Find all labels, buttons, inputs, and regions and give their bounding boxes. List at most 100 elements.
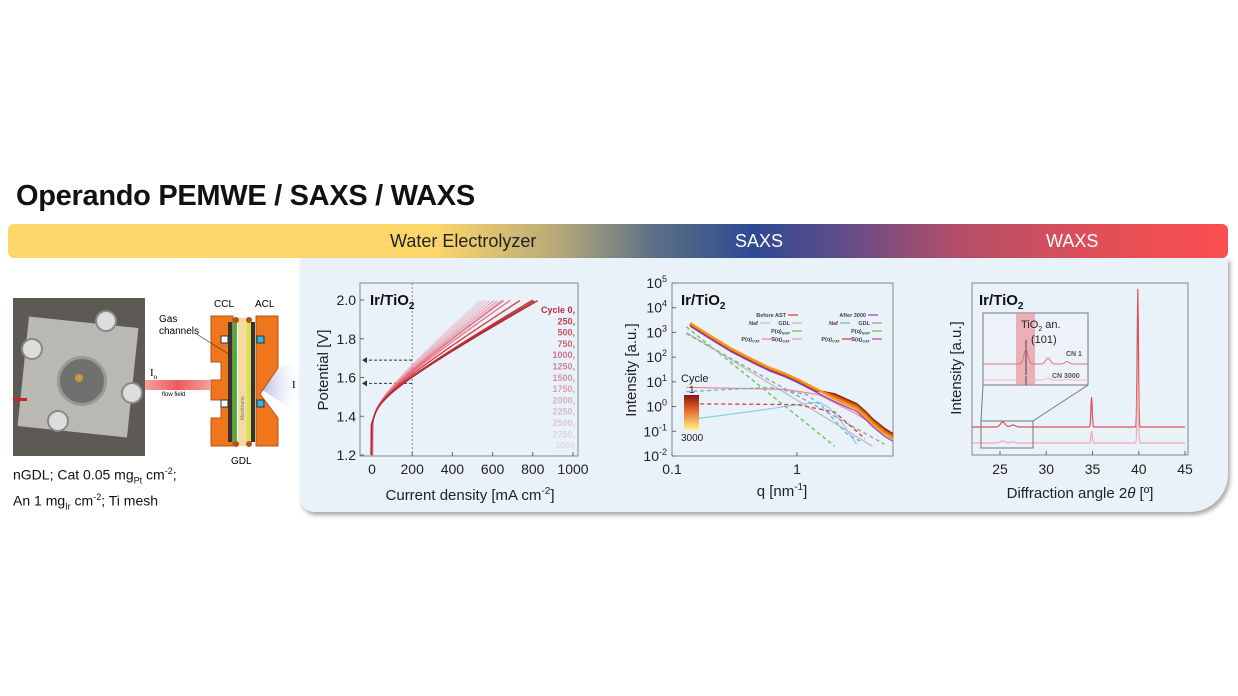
technique-banner: Water Electrolyzer SAXS WAXS bbox=[8, 224, 1228, 258]
anode-gdl bbox=[251, 322, 255, 442]
y-tick-label: 105 bbox=[646, 274, 667, 291]
legend-text: P(q) bbox=[771, 329, 782, 335]
legend-entry: 1750, bbox=[552, 384, 575, 394]
y-tick-label: 10-2 bbox=[643, 447, 667, 464]
legend-sub: SUP bbox=[782, 331, 791, 336]
x-tick-label: 0.1 bbox=[662, 461, 682, 477]
incident-beam-label-text: I bbox=[150, 367, 154, 379]
legend-entry: P(q)SUP bbox=[851, 329, 870, 336]
legend-entry: 1250, bbox=[552, 362, 575, 372]
polarization-curve bbox=[370, 300, 535, 456]
cathode-catalyst bbox=[233, 322, 237, 442]
arrow-head bbox=[362, 380, 367, 387]
y-tick-base: 10 bbox=[646, 399, 662, 415]
legend-text: GDL bbox=[778, 321, 790, 327]
legend-entry: 250, bbox=[557, 316, 575, 326]
legend-entry: 2000, bbox=[552, 395, 575, 405]
electrolyzer-cell-photo bbox=[13, 298, 145, 456]
chart-title: Ir/TiO2 bbox=[681, 292, 726, 312]
y-tick-exp: 1 bbox=[662, 373, 667, 383]
caption-text: nGDL; Cat 0.05 mg bbox=[13, 466, 134, 483]
xray-beam bbox=[145, 380, 210, 390]
polarization-curve bbox=[372, 300, 481, 456]
x-tick-label: 0 bbox=[368, 461, 376, 477]
y-tick-label: 102 bbox=[646, 348, 667, 365]
anode-flow-plate bbox=[255, 315, 279, 447]
legend-entry: P(q)SUP bbox=[771, 329, 790, 336]
gas-channels-label: Gas bbox=[159, 314, 177, 325]
legend-sub: SUP bbox=[862, 331, 871, 336]
y-tick-base: 10 bbox=[646, 275, 662, 291]
colorbar bbox=[684, 395, 699, 430]
legend-entry: 2750, bbox=[552, 429, 575, 439]
saxs-curve bbox=[689, 322, 893, 440]
legend-text: Before AST bbox=[756, 313, 786, 319]
polarization-curve bbox=[370, 299, 534, 456]
gas-channel bbox=[220, 335, 229, 344]
seal bbox=[246, 441, 252, 447]
x-tick-label: 200 bbox=[401, 461, 425, 477]
legend-text: Naf bbox=[829, 321, 838, 327]
leader-line bbox=[194, 332, 231, 356]
y-tick-exp: 4 bbox=[662, 299, 667, 309]
inset-label-end: an. bbox=[1042, 319, 1060, 331]
legend-entry: P(q)CAT bbox=[741, 337, 760, 344]
x-tick-label: 600 bbox=[481, 461, 505, 477]
legend-entry: S(q)CAT bbox=[771, 337, 790, 344]
legend-entry: P(q)CAT bbox=[821, 337, 840, 344]
x-axis-label-text: Diffraction angle 2 bbox=[1007, 485, 1128, 502]
y-tick-label: 101 bbox=[646, 373, 667, 390]
cathode-gdl bbox=[228, 322, 232, 442]
colorbar-min: 1 bbox=[689, 385, 695, 396]
ccl-label: CCL bbox=[214, 299, 234, 310]
legend-entry: 2500, bbox=[552, 418, 575, 428]
cell-caption: nGDL; Cat 0.05 mgPt cm-2; An 1 mgIr cm-2… bbox=[13, 463, 177, 516]
y-tick-label: 10-1 bbox=[643, 422, 667, 439]
polarization-curve bbox=[371, 299, 503, 456]
cell-schematic: Io flow field I Membrane CCL ACL Gas cha… bbox=[145, 299, 300, 467]
legend-entry: 750, bbox=[557, 339, 575, 349]
y-axis-label: Intensity [a.u.] bbox=[948, 321, 965, 414]
y-tick-exp: -1 bbox=[659, 422, 667, 432]
gas-channel bbox=[256, 399, 265, 408]
y-tick-base: 10 bbox=[646, 374, 662, 390]
caption-sub: Pt bbox=[133, 475, 143, 486]
x-axis-label-end: [º] bbox=[1135, 485, 1153, 502]
banner-saxs: SAXS bbox=[735, 231, 784, 251]
legend-text: P(q) bbox=[851, 329, 862, 335]
plot-frame bbox=[671, 282, 894, 457]
gas-channels-label-2: channels bbox=[159, 326, 199, 337]
inset-pattern-cn1 bbox=[983, 348, 1088, 365]
seal bbox=[233, 441, 239, 447]
y-tick-label: 103 bbox=[646, 323, 667, 340]
y-tick-label: 104 bbox=[646, 299, 667, 316]
y-tick-base: 10 bbox=[643, 448, 659, 464]
x-axis-label-end: ] bbox=[803, 483, 807, 500]
legend-text: S(q) bbox=[851, 337, 862, 343]
incident-beam-label: Io bbox=[150, 367, 158, 381]
x-axis-label: Current density [mA cm-2] bbox=[386, 486, 555, 504]
banner-waxs: WAXS bbox=[1046, 231, 1099, 251]
x-axis-label-text: Current density [mA cm bbox=[386, 487, 542, 504]
legend-entry: 1500, bbox=[552, 373, 575, 383]
y-tick-label: 1.8 bbox=[337, 331, 357, 347]
y-tick-label: 2.0 bbox=[337, 292, 357, 308]
y-tick-label: 100 bbox=[646, 398, 667, 415]
legend-entry: Before AST bbox=[756, 313, 786, 319]
polarization-curve bbox=[372, 300, 484, 456]
y-tick-exp: 5 bbox=[662, 274, 667, 284]
legend-entry: 3000 bbox=[555, 441, 575, 451]
zoom-connector bbox=[980, 384, 984, 422]
y-tick-base: 10 bbox=[646, 324, 662, 340]
y-tick-exp: -2 bbox=[659, 447, 667, 457]
x-tick-label: 1000 bbox=[557, 461, 588, 477]
colorbar-max: 3000 bbox=[681, 433, 704, 444]
membrane bbox=[238, 318, 247, 446]
inset-label-cn1: CN 1 bbox=[1066, 351, 1082, 358]
x-tick-label: 800 bbox=[521, 461, 545, 477]
scattered-beam-label: I bbox=[292, 379, 296, 391]
chart-title: Ir/TiO2 bbox=[370, 292, 415, 312]
flow-field-label: flow field bbox=[162, 392, 185, 398]
